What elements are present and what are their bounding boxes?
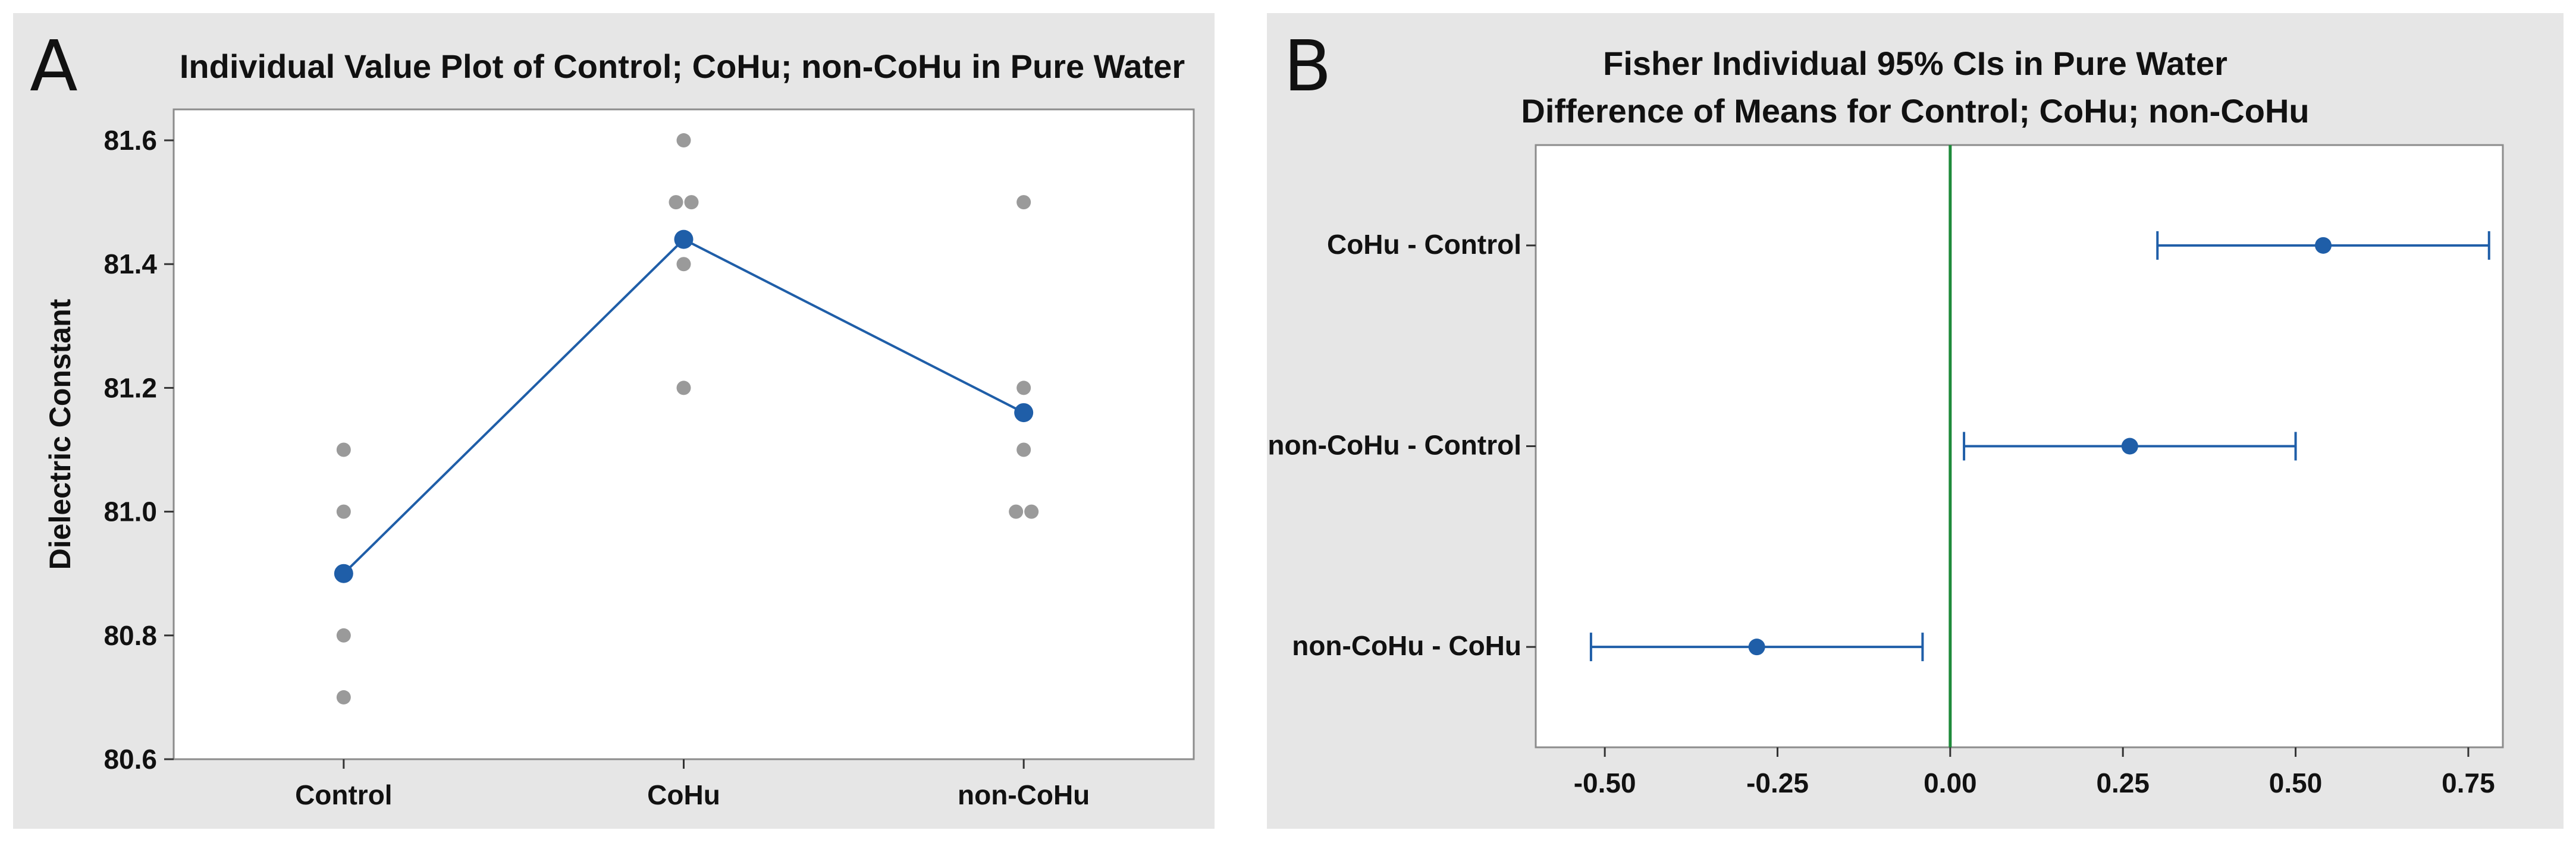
x-tick-label: non-CoHu: [958, 779, 1090, 810]
mean-point: [334, 564, 353, 583]
y-tick-label: 80.8: [103, 620, 157, 651]
y-tick-label: 81.4: [103, 249, 157, 279]
y-tick-label: non-CoHu - CoHu: [1292, 630, 1521, 661]
data-point: [336, 628, 351, 643]
x-tick-label: 0.50: [2269, 768, 2323, 798]
panel-b-title: Fisher Individual 95% CIs in Pure Water: [1603, 45, 2227, 82]
y-tick-label: 80.6: [103, 744, 157, 775]
panel-a-chart: 80.6 80.8 81.0 81.2 81.4 81.6 Control CoHu non-C…: [43, 108, 1195, 810]
x-tick-label: Control: [295, 779, 393, 810]
estimate-point: [2121, 438, 2138, 455]
data-point: [336, 504, 351, 519]
panel-a-label: A: [30, 25, 78, 107]
estimate-point: [2315, 237, 2332, 254]
y-tick-label: CoHu - Control: [1327, 229, 1521, 260]
data-point: [676, 133, 691, 148]
panel-b-label: B: [1284, 25, 1332, 107]
x-tick-label: CoHu: [647, 779, 720, 810]
estimate-point: [1748, 639, 1765, 656]
x-tick-label: 0.75: [2442, 768, 2495, 798]
y-axis-title: Dielectric Constant: [43, 298, 77, 570]
data-point: [1016, 442, 1031, 457]
data-point: [336, 690, 351, 705]
data-point: [1009, 504, 1024, 519]
y-tick-label: 81.6: [103, 125, 157, 156]
data-point: [676, 257, 691, 272]
x-tick-label: -0.25: [1746, 768, 1809, 798]
panel-b: B Fisher Individual 95% CIs in Pure Wate…: [1267, 13, 2564, 829]
panel-a-title: Individual Value Plot of Control; CoHu; …: [179, 48, 1185, 85]
panel-b-chart: -0.50 -0.25 0.00 0.25 0.50 0.75 CoHu - Control…: [1267, 144, 2504, 798]
mean-point: [674, 229, 694, 249]
y-tick-label: 81.2: [103, 372, 157, 403]
data-point: [1016, 380, 1031, 395]
panel-b-subtitle: Difference of Means for Control; CoHu; n…: [1521, 92, 2310, 130]
data-point: [684, 195, 699, 210]
data-point: [676, 380, 691, 395]
x-tick-label: -0.50: [1574, 768, 1636, 798]
data-point: [1024, 504, 1039, 519]
y-tick-label: 81.0: [103, 496, 157, 527]
data-point: [669, 195, 683, 210]
data-point: [1016, 195, 1031, 210]
mean-point: [1014, 403, 1034, 423]
y-tick-label: non-CoHu - Control: [1267, 430, 1521, 461]
x-tick-label: 0.00: [1924, 768, 1977, 798]
panel-a: A Individual Value Plot of Control; CoHu…: [13, 13, 1215, 829]
plot-area: [172, 108, 1195, 760]
data-point: [336, 442, 351, 457]
x-tick-label: 0.25: [2096, 768, 2150, 798]
